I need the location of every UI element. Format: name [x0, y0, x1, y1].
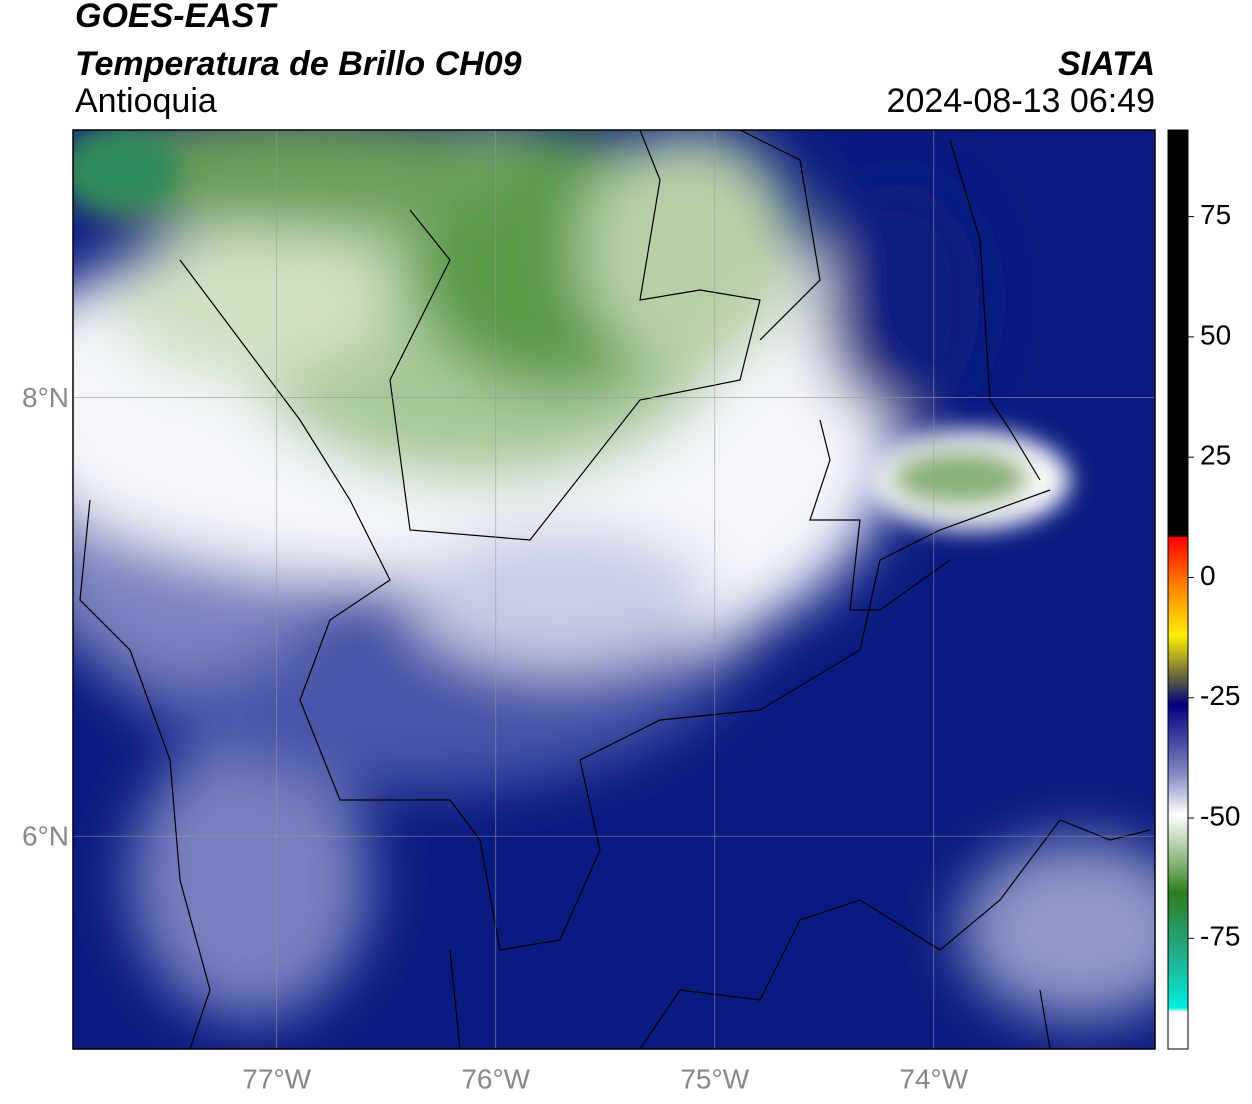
colorbar-tick-label: 0	[1200, 560, 1216, 591]
region: Antioquia	[75, 82, 217, 120]
source: SIATA	[1058, 45, 1155, 83]
colorbar-tick-label: 25	[1200, 440, 1231, 471]
colorbar-tick-label: -25	[1200, 680, 1240, 711]
colorbar	[1167, 129, 1189, 1050]
title: GOES-EAST	[75, 0, 278, 35]
satellite-image	[73, 130, 1155, 1049]
borders	[79, 130, 1151, 1049]
colorbar-tick-label: -75	[1200, 921, 1240, 952]
colorbar-tick-label: 75	[1200, 199, 1231, 230]
subtitle: Temperatura de Brillo CH09	[75, 45, 522, 83]
colorbar-tick-label: -50	[1200, 800, 1240, 831]
map-frame	[72, 129, 1156, 1050]
y-tick-label: 6°N	[22, 821, 69, 852]
x-tick-label: 76°W	[461, 1063, 530, 1094]
x-tick-label: 77°W	[242, 1063, 311, 1094]
y-tick-label: 8°N	[22, 382, 69, 413]
x-tick-label: 75°W	[680, 1063, 749, 1094]
colorbar-tick-label: 50	[1200, 319, 1231, 350]
datetime: 2024-08-13 06:49	[887, 82, 1155, 120]
x-tick-label: 74°W	[899, 1063, 968, 1094]
